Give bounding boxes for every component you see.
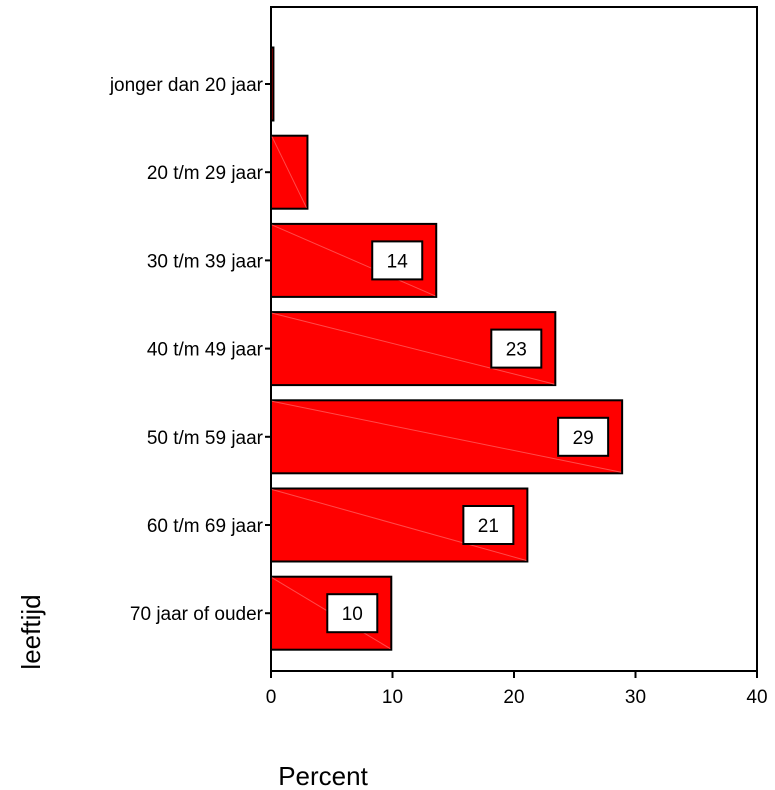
bar-shading (271, 136, 307, 208)
data-label-box (326, 593, 379, 634)
category-ticks-group: jonger dan 20 jaar 20 t/m 29 jaar 30 t/m 3… (109, 75, 271, 625)
category-label: 50 t/m 59 jaar (147, 428, 264, 449)
data-label: 10 (342, 604, 363, 625)
category-label: 20 t/m 29 jaar (147, 163, 264, 184)
category-label: jonger dan 20 jaar (109, 75, 264, 96)
x-ticks-group: 0 10 20 30 40 (266, 671, 768, 708)
x-tick-label: 40 (746, 687, 767, 708)
data-label: 21 (478, 516, 499, 537)
category-label: 60 t/m 69 jaar (147, 516, 264, 537)
data-label-box (462, 505, 515, 545)
data-label-box (490, 328, 543, 369)
bars-group: 14 23 29 21 10 (270, 46, 624, 651)
x-tick-label: 30 (625, 687, 646, 708)
bar (270, 46, 275, 122)
data-label-box (557, 416, 610, 457)
data-label: 14 (387, 251, 409, 272)
data-label: 23 (506, 340, 527, 361)
bar-shading (271, 224, 436, 297)
category-label: 70 jaar of ouder (130, 604, 264, 625)
x-axis-title: Percent (278, 761, 368, 790)
category-label: 30 t/m 39 jaar (147, 251, 264, 272)
data-label: 29 (573, 428, 594, 449)
bar-shading (271, 489, 527, 561)
x-tick-label: 10 (382, 687, 403, 708)
data-label-box (371, 240, 424, 281)
bar-shading (271, 400, 622, 473)
y-axis-title: leeftijd (16, 594, 46, 669)
x-tick-label: 0 (266, 687, 277, 708)
x-tick-label: 20 (503, 687, 524, 708)
bar-shading (271, 312, 555, 385)
category-label: 40 t/m 49 jaar (147, 340, 264, 361)
